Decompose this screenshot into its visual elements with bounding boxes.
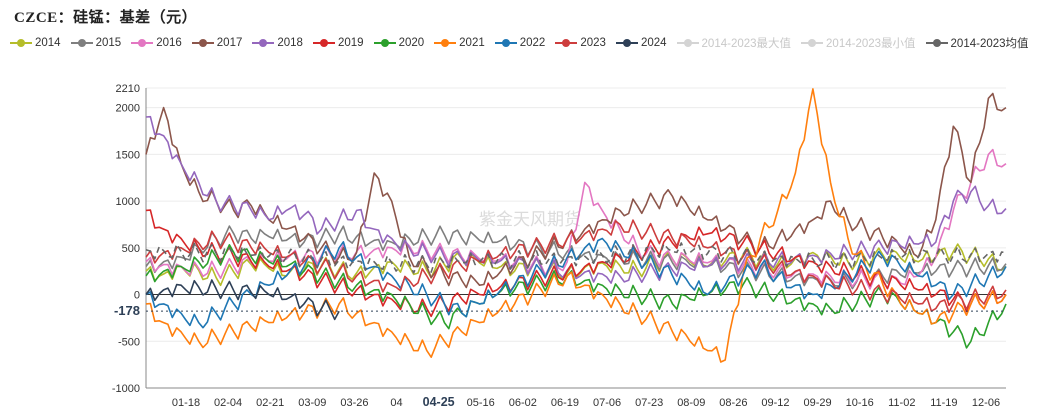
- series-line-2023: [145, 219, 1007, 314]
- series-line-2017: [145, 92, 1007, 289]
- x-tick-label: 11-19: [930, 397, 957, 409]
- legend-swatch-icon: [70, 39, 93, 47]
- legend-label: 2020: [398, 37, 425, 49]
- legend-item-2016[interactable]: 2016: [131, 37, 182, 49]
- legend-item-2018[interactable]: 2018: [252, 37, 303, 49]
- y-tick-label: 2000: [116, 103, 140, 115]
- legend-swatch-icon: [252, 39, 275, 47]
- legend-label: 2018: [277, 37, 303, 49]
- legend-label: 2021: [459, 37, 485, 49]
- current-value-marker: -178: [114, 303, 1006, 318]
- x-axis: 01-18 02-04 02-21 03-09 03-26 04 04-25 05-16 06-…: [146, 387, 1006, 409]
- series-line-2024: [145, 279, 340, 321]
- y-tick-label: 0: [134, 290, 140, 302]
- series-lines: [145, 88, 1007, 363]
- legend-swatch-icon: [494, 39, 517, 47]
- legend-swatch-icon: [434, 39, 457, 47]
- legend-label: 2017: [216, 37, 243, 49]
- x-tick-label: 08-26: [719, 397, 747, 409]
- series-line-2021: [145, 88, 1007, 363]
- x-tick-label: 01-18: [172, 397, 200, 409]
- y-axis: -1000 -500 0 500 1000 1500 2000 2210: [112, 83, 147, 395]
- y-tick-label: 500: [122, 243, 140, 255]
- legend-item-2022[interactable]: 2022: [494, 37, 546, 49]
- legend-label: 2016: [156, 37, 182, 49]
- legend-swatch-icon: [801, 39, 824, 47]
- legend-swatch-icon: [191, 39, 214, 47]
- legend-item-2014-2023-[interactable]: 2014-2023均值: [925, 35, 1029, 51]
- y-tick-label: -1000: [112, 383, 140, 395]
- y-tick-label: 1000: [116, 196, 140, 208]
- y-tick-label: -500: [118, 336, 140, 348]
- legend-swatch-icon: [676, 39, 699, 47]
- series-line-2014-2023-: [145, 242, 1007, 274]
- x-tick-label: 02-04: [214, 397, 242, 409]
- grid-lines: [146, 87, 1006, 389]
- x-tick-label: 02-21: [256, 397, 284, 409]
- x-tick-label: 05-16: [467, 397, 495, 409]
- chart-legend: 2014 2015 2016 2017 2018 2019 2020 2021 2022 2023…: [10, 34, 1039, 52]
- legend-item-2019[interactable]: 2019: [312, 37, 364, 49]
- series-line-2022: [145, 237, 1007, 329]
- legend-item-2015[interactable]: 2015: [70, 37, 122, 49]
- legend-item-2020[interactable]: 2020: [373, 37, 425, 49]
- legend-item-2014-2023-[interactable]: 2014-2023最大值: [676, 35, 792, 51]
- legend-swatch-icon: [925, 39, 948, 47]
- x-tick-label: 06-02: [509, 397, 537, 409]
- x-tick-label: 08-09: [677, 397, 705, 409]
- chart-title: CZCE：硅锰：基差（元）: [14, 10, 198, 26]
- legend-item-2024[interactable]: 2024: [615, 37, 667, 49]
- legend-label: 2014: [35, 37, 61, 49]
- legend-swatch-icon: [10, 39, 32, 47]
- legend-item-2023[interactable]: 2023: [555, 37, 606, 49]
- series-line-2018: [145, 115, 1007, 284]
- legend-item-2014-2023-[interactable]: 2014-2023最小值: [801, 35, 916, 51]
- legend-swatch-icon: [373, 39, 396, 47]
- legend-label: 2014-2023最大值: [701, 38, 792, 50]
- x-tick-label: 09-12: [761, 397, 789, 409]
- legend-label: 2023: [580, 37, 606, 49]
- legend-swatch-icon: [615, 39, 638, 47]
- x-tick-label: 06-19: [551, 397, 579, 409]
- legend-label: 2024: [640, 37, 667, 49]
- legend-label: 2015: [95, 37, 122, 49]
- legend-swatch-icon: [555, 39, 578, 47]
- series-line-2019: [145, 209, 1007, 318]
- x-tick-label: 04-25: [423, 395, 455, 409]
- y-tick-label: 2210: [116, 83, 140, 95]
- x-tick-label: 03-09: [298, 397, 326, 409]
- x-tick-label: 10-16: [846, 397, 874, 409]
- legend-item-2017[interactable]: 2017: [191, 37, 243, 49]
- legend-swatch-icon: [131, 39, 154, 47]
- legend-item-2021[interactable]: 2021: [434, 37, 485, 49]
- legend-label: 2014-2023均值: [950, 38, 1029, 50]
- watermark: 紫金天风期货: [479, 210, 581, 229]
- x-tick-label: 07-06: [593, 397, 621, 409]
- x-tick-label: 03-26: [340, 397, 368, 409]
- x-tick-label: 09-29: [804, 397, 832, 409]
- x-tick-label: 04: [390, 397, 402, 409]
- legend-item-2014[interactable]: 2014: [10, 37, 61, 49]
- legend-swatch-icon: [312, 39, 335, 47]
- y-tick-label: 1500: [116, 149, 140, 161]
- x-tick-label: 11-02: [888, 397, 915, 409]
- current-value-label: -178: [114, 303, 140, 318]
- legend-label: 2019: [337, 37, 364, 49]
- x-tick-label: 12-06: [972, 397, 1000, 409]
- legend-label: 2022: [519, 37, 546, 49]
- x-tick-label: 07-23: [635, 397, 663, 409]
- legend-label: 2014-2023最小值: [826, 38, 916, 50]
